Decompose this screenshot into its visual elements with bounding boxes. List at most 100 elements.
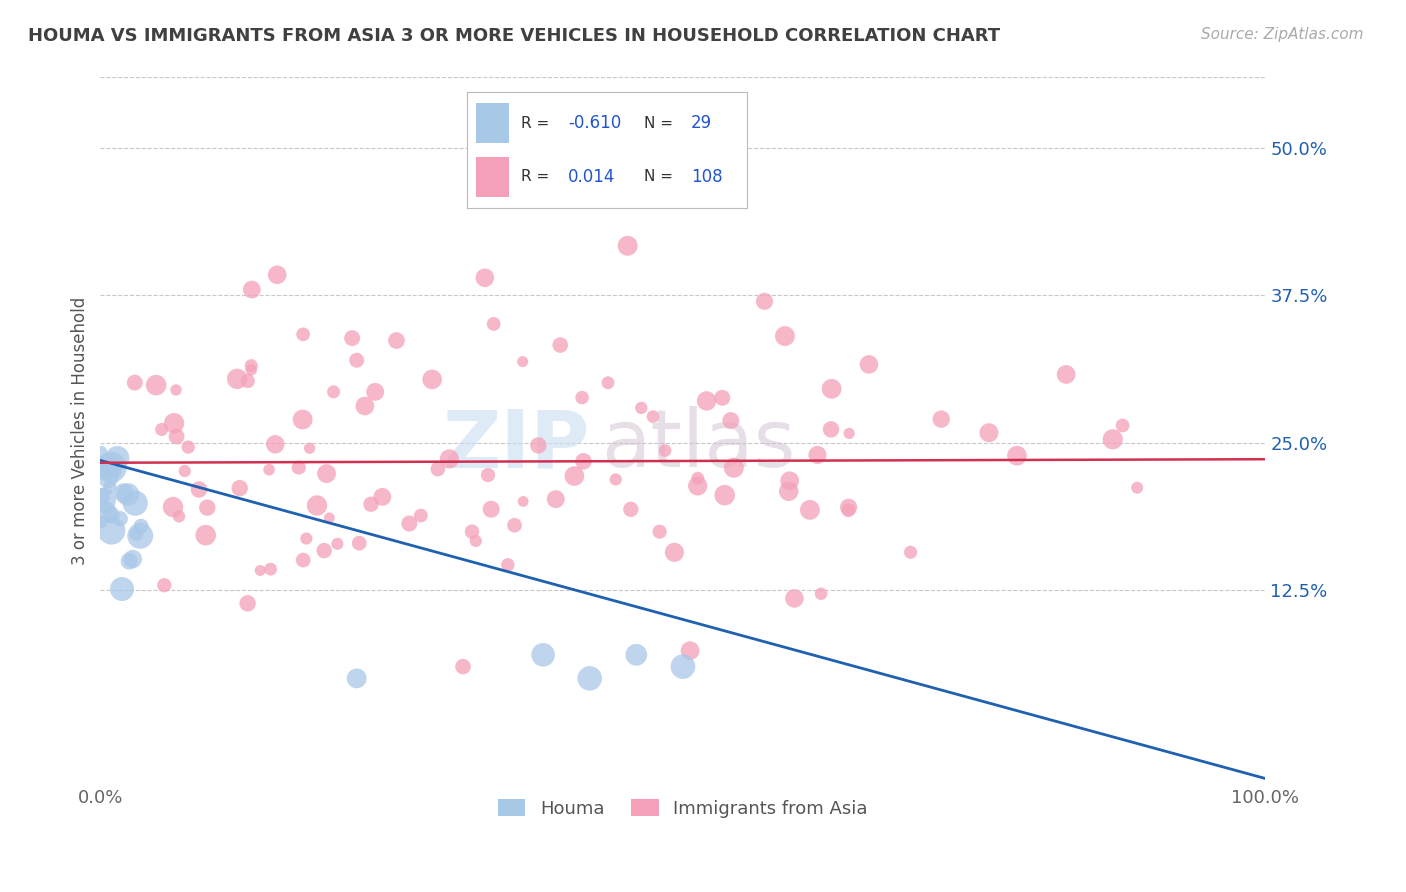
Point bbox=[1126, 481, 1149, 495]
Point bbox=[929, 412, 952, 426]
Point bbox=[112, 486, 135, 500]
Point bbox=[664, 545, 686, 559]
Point bbox=[474, 270, 496, 285]
Point bbox=[354, 399, 377, 413]
Point bbox=[264, 437, 287, 451]
Point bbox=[838, 426, 860, 441]
Point bbox=[360, 497, 382, 511]
Point bbox=[1111, 418, 1133, 433]
Point bbox=[177, 440, 200, 454]
Point bbox=[98, 480, 121, 494]
Point bbox=[110, 511, 132, 525]
Point bbox=[240, 363, 263, 377]
Point bbox=[596, 376, 619, 390]
Point bbox=[773, 329, 796, 343]
Point bbox=[165, 383, 187, 397]
Point bbox=[385, 334, 408, 348]
Point bbox=[512, 494, 534, 508]
Point bbox=[1101, 432, 1123, 446]
Point bbox=[229, 481, 252, 495]
Point bbox=[779, 474, 801, 488]
Point bbox=[1005, 449, 1028, 463]
Point bbox=[820, 422, 842, 436]
Point bbox=[977, 425, 1000, 440]
Text: HOUMA VS IMMIGRANTS FROM ASIA 3 OR MORE VEHICLES IN HOUSEHOLD CORRELATION CHART: HOUMA VS IMMIGRANTS FROM ASIA 3 OR MORE … bbox=[28, 27, 1000, 45]
Point bbox=[512, 354, 534, 368]
Point bbox=[94, 505, 117, 519]
Point bbox=[259, 562, 281, 576]
Point bbox=[322, 384, 344, 399]
Point bbox=[90, 445, 112, 459]
Point bbox=[503, 518, 526, 533]
Point bbox=[810, 587, 832, 601]
Point bbox=[346, 672, 368, 686]
Point bbox=[236, 596, 259, 610]
Point bbox=[240, 359, 263, 373]
Point bbox=[531, 648, 554, 662]
Point bbox=[292, 553, 315, 567]
Point bbox=[195, 500, 218, 515]
Point bbox=[637, 177, 659, 191]
Point bbox=[91, 493, 114, 508]
Point bbox=[240, 283, 263, 297]
Point bbox=[544, 492, 567, 507]
Point bbox=[104, 465, 127, 479]
Point bbox=[292, 327, 315, 342]
Point bbox=[616, 239, 638, 253]
Point bbox=[295, 532, 318, 546]
Point bbox=[226, 372, 249, 386]
Point bbox=[349, 536, 371, 550]
Point bbox=[564, 469, 586, 483]
Point bbox=[90, 459, 112, 474]
Text: atlas: atlas bbox=[602, 406, 796, 484]
Point bbox=[288, 460, 311, 475]
Point bbox=[838, 500, 860, 515]
Point bbox=[90, 490, 112, 504]
Point bbox=[654, 443, 676, 458]
Point bbox=[398, 516, 420, 531]
Point bbox=[340, 331, 363, 345]
Point bbox=[572, 454, 595, 468]
Point bbox=[420, 372, 443, 386]
Point bbox=[477, 468, 499, 483]
Point bbox=[713, 488, 735, 502]
Point bbox=[620, 502, 643, 516]
Point bbox=[496, 558, 519, 572]
Point bbox=[129, 519, 152, 533]
Point bbox=[125, 527, 148, 541]
Point bbox=[464, 533, 486, 548]
Point bbox=[648, 524, 671, 539]
Point bbox=[194, 528, 217, 542]
Point bbox=[173, 464, 195, 478]
Point bbox=[105, 450, 128, 465]
Point bbox=[314, 543, 336, 558]
Point bbox=[257, 463, 280, 477]
Point bbox=[121, 552, 143, 566]
Point bbox=[479, 502, 502, 516]
Point bbox=[641, 409, 664, 424]
Point bbox=[111, 582, 134, 596]
Point bbox=[900, 545, 922, 559]
Point bbox=[163, 416, 186, 430]
Point bbox=[145, 378, 167, 392]
Point bbox=[783, 591, 806, 606]
Point bbox=[153, 578, 176, 592]
Point bbox=[1054, 368, 1077, 382]
Point bbox=[806, 448, 828, 462]
Point bbox=[799, 503, 821, 517]
Point bbox=[90, 515, 112, 529]
Point bbox=[626, 648, 648, 662]
Point bbox=[326, 537, 349, 551]
Point bbox=[679, 643, 702, 657]
Point bbox=[409, 508, 432, 523]
Point bbox=[150, 422, 173, 436]
Point bbox=[100, 508, 122, 522]
Point bbox=[451, 659, 474, 673]
Point bbox=[711, 391, 734, 405]
Point bbox=[371, 490, 394, 504]
Point bbox=[364, 384, 387, 399]
Point bbox=[236, 374, 259, 388]
Point bbox=[318, 511, 340, 525]
Point bbox=[249, 564, 271, 578]
Text: ZIP: ZIP bbox=[443, 406, 589, 484]
